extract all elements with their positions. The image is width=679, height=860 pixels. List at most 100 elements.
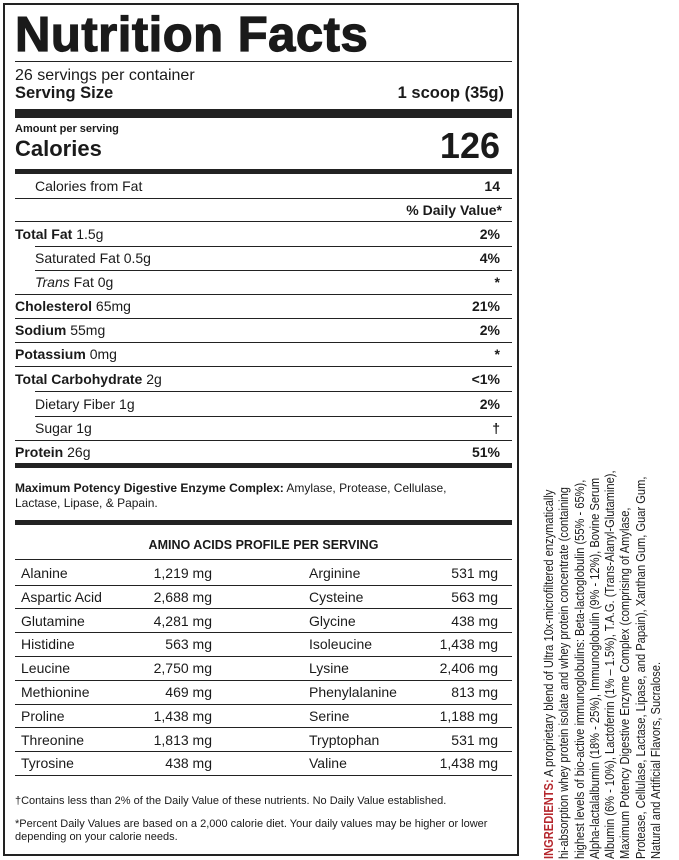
ingredients-label: INGREDIENTS: [541,779,556,859]
amino-row: Histidine 563 mg Isoleucine 1,438 mg [15,632,512,656]
amino-name: Tryptophan [309,731,380,748]
amino-name: Histidine [21,636,75,653]
ingredients-line: Albumin (6% - 10%), Lactoferrin (1% – 1.… [602,470,618,859]
ingredients: INGREDIENTS: A proprietary blend of Ultr… [541,413,679,859]
nutrient-amount: 0g [97,274,114,290]
footnote-star-line-2: depending on your calorie needs. [15,831,178,843]
nutrient-name: Dietary Fiber [35,396,116,412]
nutrient-name: Total Fat [15,226,73,242]
amino-row: Tyrosine 438 mg Valine 1,438 mg [15,751,512,775]
amino-amount: 2,750 mg [153,660,212,677]
amino-amount: 1,438 mg [439,755,498,772]
amino-row: Methionine 469 mg Phenylalanine 813 mg [15,680,512,704]
nutrient-row: Saturated Fat 0.5g 4% [15,246,512,270]
footnote-dagger: †Contains less than 2% of the Daily Valu… [15,795,447,807]
amino-amount: 469 mg [165,684,212,700]
amino-amount: 438 mg [451,612,498,629]
amino-name: Tyrosine [21,755,74,772]
amino-row: Alanine 1,219 mg Arginine 531 mg [15,561,512,585]
nutrient-amount: 1.5g [76,226,104,242]
nutrient-daily-value: 21% [471,298,500,314]
enzyme-label: Maximum Potency Digestive Enzyme Complex… [15,481,284,495]
divider [15,608,512,610]
nutrient-row: Total Fat 1.5g 2% [15,222,512,246]
nutrient-daily-value: 4% [479,250,500,266]
calories-from-fat-value: 14 [484,178,500,194]
nutrient-amount: 26g [67,444,91,460]
amino-name: Arginine [309,565,361,581]
nutrient-name: Sugar [35,420,73,436]
amino-amount: 1,438 mg [439,636,498,653]
nutrient-daily-value: 2% [479,226,500,242]
nutrition-facts-panel: Nutrition Facts 26 servings per containe… [3,3,519,856]
divider [15,440,512,441]
ingredients-line: Maximum Potency Digestive Enzyme Complex… [617,507,633,859]
nutrient-name: Total Carbohydrate [15,371,143,387]
nutrient-daily-value: † [492,420,500,436]
ingredients-line: hi-absorption whey protein isolate and w… [556,487,572,859]
divider [15,294,512,295]
amino-amount: 563 mg [451,588,498,605]
nutrient-amount: 65mg [95,298,131,314]
servings-per-container: 26 servings per container [15,67,195,84]
amino-amount: 813 mg [451,684,498,700]
serving-size-row: Serving Size 1 scoop (35g) [15,84,512,103]
nutrient-name: Sodium [15,322,67,338]
divider [35,246,512,247]
amino-name: Methionine [21,684,90,700]
divider [15,679,512,681]
amino-name: Phenylalanine [309,684,397,700]
nutrient-daily-value: 2% [479,396,500,412]
amount-per-serving: Amount per serving [15,123,119,135]
amino-name: Glutamine [21,612,85,629]
amino-amount: 531 mg [451,731,498,748]
amino-amount: 1,188 mg [439,707,498,724]
amino-name: Isoleucine [309,636,373,653]
amino-name: Lysine [309,660,349,677]
nutrient-row: Sodium 55mg 2% [15,318,512,342]
amino-row: Threonine 1,813 mg Tryptophan 531 mg [15,728,512,752]
amino-name: Threonine [21,731,85,748]
ingredients-line: highest levels of bio-active immunoglobu… [571,479,587,859]
amino-amount: 563 mg [165,636,212,653]
divider [15,655,512,657]
nutrient-amount: 2g [146,371,162,387]
nutrient-row: Protein 26g 51% [15,440,512,464]
divider [15,727,512,729]
nutrient-daily-value: * [494,274,500,290]
amino-name: Proline [21,707,65,724]
amino-amount: 438 mg [165,755,212,772]
amino-amount: 1,438 mg [153,707,212,724]
amino-amount: 1,813 mg [153,731,212,748]
nutrient-daily-value: 2% [479,322,500,338]
nutrient-row: Cholesterol 65mg 21% [15,294,512,318]
amino-row: Proline 1,438 mg Serine 1,188 mg [15,704,512,728]
amino-name: Leucine [21,660,71,677]
nutrient-row: Dietary Fiber 1g 2% [15,392,512,416]
divider [15,584,512,586]
amino-name: Valine [309,755,347,772]
nutrient-amount: 1g [119,396,135,412]
nutrient-name: Protein [15,444,64,460]
footnote-star-line-1: *Percent Daily Values are based on a 2,0… [15,818,488,830]
amino-amount: 2,688 mg [153,588,212,605]
nutrient-name-2: Fat [73,274,94,290]
nutrient-amount: 1g [76,420,92,436]
divider [15,703,512,705]
amino-amount: 1,219 mg [153,565,212,581]
divider [15,342,512,343]
enzyme-complex: Maximum Potency Digestive Enzyme Complex… [15,481,512,511]
amino-header: AMINO ACIDS PROFILE PER SERVING [148,538,379,552]
divider [15,774,512,776]
title: Nutrition Facts [14,7,369,62]
divider [35,270,512,271]
nutrient-row: Potassium 0mg * [15,342,512,366]
nutrient-row: Total Carbohydrate 2g <1% [15,367,512,391]
serving-size-label: Serving Size [15,84,114,102]
amino-amount: 4,281 mg [153,612,212,629]
calories-from-fat-row: Calories from Fat 14 [15,174,512,198]
divider [15,61,512,62]
nutrient-name: Cholesterol [15,298,93,314]
amino-name: Alanine [21,565,68,581]
divider [15,318,512,319]
